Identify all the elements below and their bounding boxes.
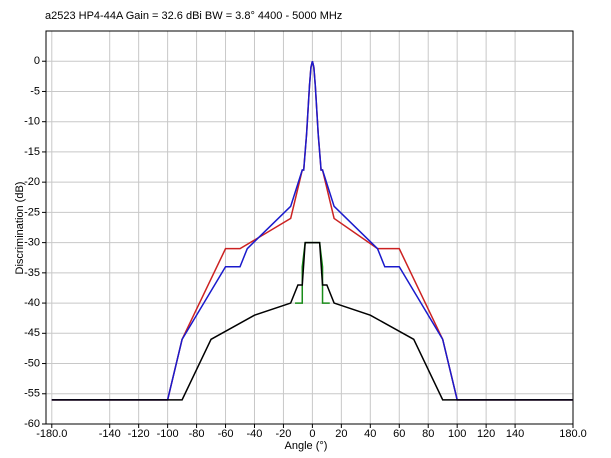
y-tick-label: -55 xyxy=(24,388,40,400)
x-tick-label: -60 xyxy=(218,428,234,440)
y-axis-label: Discrimination (dB) xyxy=(14,182,26,275)
y-tick-label: -20 xyxy=(24,176,40,188)
y-tick-label: -30 xyxy=(24,237,40,249)
plot-border xyxy=(45,30,574,425)
y-tick-label: -10 xyxy=(24,116,40,128)
x-tick-label: -80 xyxy=(189,428,205,440)
x-tick-label: -100 xyxy=(157,428,179,440)
y-tick-label: 0 xyxy=(34,55,40,67)
x-axis-label: Angle (°) xyxy=(285,440,328,452)
x-tick-label: 140 xyxy=(506,428,524,440)
x-tick-label: -180.0 xyxy=(36,428,67,440)
y-tick-label: -25 xyxy=(24,206,40,218)
y-tick-label: -5 xyxy=(30,85,40,97)
x-tick-label: -120 xyxy=(128,428,150,440)
x-tick-label: 100 xyxy=(448,428,466,440)
x-tick-label: 40 xyxy=(364,428,376,440)
x-tick-label: -20 xyxy=(275,428,291,440)
x-tick-label: 80 xyxy=(422,428,434,440)
y-tick-label: -15 xyxy=(24,146,40,158)
chart-title: a2523 HP4-44A Gain = 32.6 dBi BW = 3.8° … xyxy=(45,10,342,22)
y-tick-label: -60 xyxy=(24,418,40,430)
x-tick-label: 20 xyxy=(335,428,347,440)
y-tick-label: -35 xyxy=(24,267,40,279)
x-tick-label: 120 xyxy=(477,428,495,440)
x-tick-label: 0 xyxy=(309,428,315,440)
y-tick-label: -50 xyxy=(24,357,40,369)
x-tick-label: -40 xyxy=(247,428,263,440)
y-tick-label: -45 xyxy=(24,327,40,339)
x-tick-label: 180.0 xyxy=(559,428,587,440)
x-tick-label: 60 xyxy=(393,428,405,440)
y-tick-label: -40 xyxy=(24,297,40,309)
x-tick-label: -140 xyxy=(99,428,121,440)
series-line xyxy=(51,61,573,401)
series-line xyxy=(51,241,573,401)
